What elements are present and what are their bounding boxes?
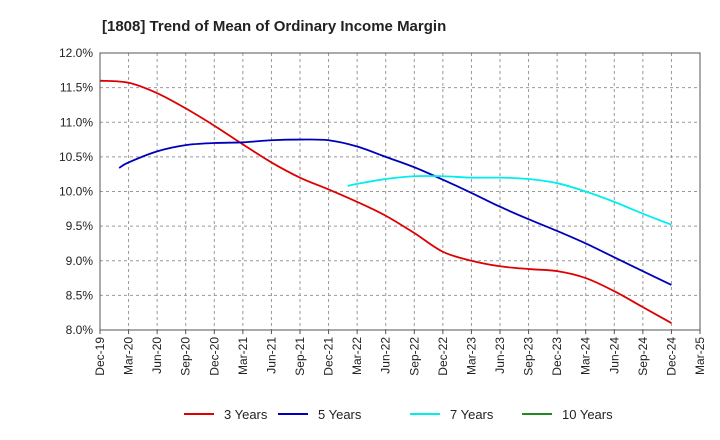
- legend-label-3-years: 3 Years: [224, 407, 268, 422]
- y-tick-label: 9.0%: [66, 254, 94, 268]
- y-axis: 8.0% 8.5% 9.0% 9.5% 10.0% 10.5% 11.0% 11.5% 12.0…: [59, 46, 93, 337]
- y-tick-label: 11.5%: [60, 81, 93, 95]
- x-tick-label: Dec-22: [436, 337, 450, 376]
- x-tick-label: Dec-21: [322, 337, 336, 376]
- x-tick-label: Mar-23: [464, 337, 478, 375]
- x-tick-label: Sep-24: [636, 337, 650, 376]
- legend-label-10-years: 10 Years: [562, 407, 613, 422]
- plot-frame: [99, 52, 701, 331]
- series-line-3-years: [99, 79, 672, 324]
- x-tick-label: Mar-25: [693, 337, 707, 375]
- y-tick-label: 10.5%: [59, 150, 93, 164]
- x-tick-label: Mar-21: [236, 337, 250, 375]
- legend-label-7-years: 7 Years: [450, 407, 494, 422]
- x-axis: Dec-19 Mar-20 Jun-20 Sep-20 Dec-20 Mar-21 Jun-…: [93, 330, 707, 376]
- y-tick-label: 8.0%: [66, 323, 94, 337]
- x-tick-label: Sep-23: [522, 337, 536, 376]
- series-line-7-years: [347, 175, 672, 226]
- series-line-5-years: [118, 138, 672, 286]
- x-tick-label: Dec-19: [93, 337, 107, 376]
- legend: 3 Years 5 Years 7 Years 10 Years: [184, 407, 613, 422]
- chart-title: [1808] Trend of Mean of Ordinary Income …: [102, 18, 446, 35]
- x-tick-label: Jun-22: [379, 337, 393, 374]
- x-tick-label: Mar-22: [350, 337, 364, 375]
- x-tick-label: Jun-23: [493, 337, 507, 374]
- x-tick-label: Jun-20: [150, 337, 164, 374]
- legend-label-5-years: 5 Years: [318, 407, 362, 422]
- x-tick-label: Sep-20: [179, 337, 193, 376]
- y-tick-label: 11.0%: [60, 115, 93, 129]
- x-tick-label: Sep-22: [407, 337, 421, 376]
- x-tick-label: Sep-21: [293, 337, 307, 376]
- x-tick-label: Mar-20: [122, 337, 136, 375]
- y-tick-label: 10.0%: [59, 185, 93, 199]
- x-tick-label: Dec-20: [207, 337, 221, 376]
- y-tick-label: 8.5%: [66, 288, 94, 302]
- x-tick-label: Dec-23: [550, 337, 564, 376]
- series-lines: [99, 79, 672, 324]
- x-tick-label: Dec-24: [664, 337, 678, 376]
- x-tick-label: Jun-21: [264, 337, 278, 374]
- y-tick-label: 9.5%: [66, 219, 94, 233]
- x-tick-label: Mar-24: [579, 337, 593, 375]
- x-tick-label: Jun-24: [607, 337, 621, 374]
- y-tick-label: 12.0%: [59, 46, 93, 60]
